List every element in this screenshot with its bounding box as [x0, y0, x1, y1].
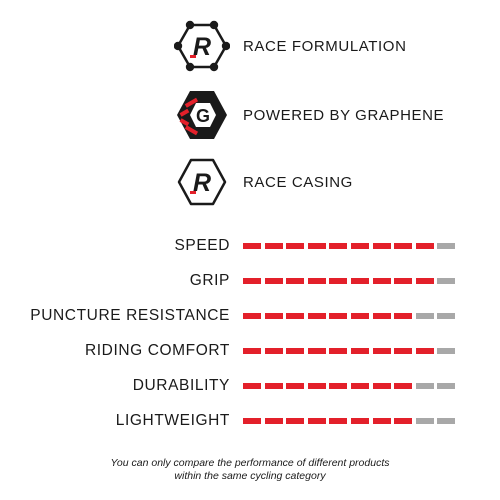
rating-segment-filled	[415, 348, 434, 354]
rating-segment-filled	[307, 313, 326, 319]
rating-segment-filled	[264, 278, 283, 284]
rating-segment-filled	[307, 278, 326, 284]
rating-row-puncture-resistance: PUNCTURE RESISTANCE	[0, 306, 500, 326]
rating-row-lightweight: LIGHTWEIGHT	[0, 411, 500, 431]
rating-segment-filled	[264, 348, 283, 354]
rating-segment-filled	[286, 383, 305, 389]
svg-text:G: G	[196, 106, 210, 126]
rating-label: LIGHTWEIGHT	[115, 412, 230, 429]
rating-segment-filled	[243, 243, 261, 249]
rating-segment-filled	[372, 313, 391, 319]
rating-segment-filled	[351, 313, 369, 319]
rating-segment-filled	[394, 418, 413, 424]
feature-label: RACE CASING	[243, 173, 353, 191]
rating-label: DURABILITY	[132, 377, 230, 394]
rating-segment-filled	[351, 348, 369, 354]
rating-bar	[243, 243, 457, 249]
rating-segment-filled	[372, 278, 391, 284]
rating-segment-filled	[264, 243, 283, 249]
rating-segment-filled	[243, 278, 261, 284]
rating-row-riding-comfort: RIDING COMFORT	[0, 341, 500, 361]
rating-segment-empty	[415, 418, 434, 424]
rating-segment-empty	[437, 418, 456, 424]
rating-bar	[243, 418, 457, 424]
rating-row-speed: SPEED	[0, 236, 500, 256]
rating-segment-filled	[394, 313, 413, 319]
rating-bar	[243, 348, 457, 354]
rating-segment-filled	[264, 418, 283, 424]
rating-segment-filled	[372, 348, 391, 354]
rating-segment-empty	[437, 278, 456, 284]
rating-segment-filled	[372, 418, 391, 424]
race-formulation-icon: R	[174, 18, 230, 74]
rating-segment-filled	[394, 278, 413, 284]
rating-bar	[243, 313, 457, 319]
rating-row-grip: GRIP	[0, 271, 500, 291]
rating-segment-empty	[437, 243, 456, 249]
rating-segment-filled	[351, 418, 369, 424]
rating-segment-filled	[307, 418, 326, 424]
rating-segment-empty	[437, 313, 456, 319]
rating-segment-filled	[351, 278, 369, 284]
rating-segment-filled	[415, 243, 434, 249]
rating-segment-filled	[307, 383, 326, 389]
footnote: You can only compare the performance of …	[0, 457, 500, 483]
rating-segment-empty	[415, 313, 434, 319]
rating-label: RIDING COMFORT	[84, 342, 230, 359]
rating-segment-filled	[286, 418, 305, 424]
race-casing-icon: R	[174, 154, 230, 210]
feature-label: RACE FORMULATION	[243, 37, 407, 55]
feature-race-casing: R RACE CASING	[174, 154, 353, 210]
rating-segment-filled	[307, 348, 326, 354]
rating-segment-filled	[307, 243, 326, 249]
feature-graphene: G POWERED BY GRAPHENE	[174, 87, 444, 143]
rating-segment-filled	[394, 348, 413, 354]
rating-segment-filled	[329, 348, 348, 354]
rating-segment-empty	[415, 383, 434, 389]
rating-segment-filled	[372, 243, 391, 249]
graphene-icon: G	[174, 87, 230, 143]
rating-label: GRIP	[189, 272, 230, 289]
rating-bar	[243, 278, 457, 284]
rating-segment-filled	[351, 243, 369, 249]
rating-segment-filled	[264, 313, 283, 319]
rating-segment-filled	[286, 348, 305, 354]
rating-segment-filled	[243, 418, 261, 424]
rating-segment-filled	[351, 383, 369, 389]
rating-row-durability: DURABILITY	[0, 376, 500, 396]
rating-label: PUNCTURE RESISTANCE	[30, 307, 230, 324]
rating-segment-filled	[372, 383, 391, 389]
rating-label: SPEED	[174, 237, 230, 254]
svg-text:R: R	[193, 169, 211, 197]
feature-race-formulation: R RACE FORMULATION	[174, 18, 407, 74]
rating-segment-filled	[329, 383, 348, 389]
footnote-line: You can only compare the performance of …	[110, 457, 390, 469]
rating-segment-filled	[329, 313, 348, 319]
rating-bar	[243, 383, 457, 389]
rating-segment-filled	[394, 383, 413, 389]
rating-segment-filled	[243, 313, 261, 319]
feature-label: POWERED BY GRAPHENE	[243, 106, 445, 124]
rating-segment-filled	[264, 383, 283, 389]
footnote-line: within the same cycling category	[174, 470, 326, 482]
rating-segment-filled	[329, 243, 348, 249]
rating-segment-filled	[329, 278, 348, 284]
rating-segment-filled	[415, 278, 434, 284]
rating-segment-filled	[286, 313, 305, 319]
svg-text:R: R	[193, 33, 211, 61]
rating-segment-filled	[243, 383, 261, 389]
rating-segment-filled	[243, 348, 261, 354]
rating-segment-filled	[286, 278, 305, 284]
rating-segment-filled	[286, 243, 305, 249]
rating-segment-filled	[329, 418, 348, 424]
rating-segment-empty	[437, 383, 456, 389]
rating-segment-filled	[394, 243, 413, 249]
rating-segment-empty	[437, 348, 456, 354]
